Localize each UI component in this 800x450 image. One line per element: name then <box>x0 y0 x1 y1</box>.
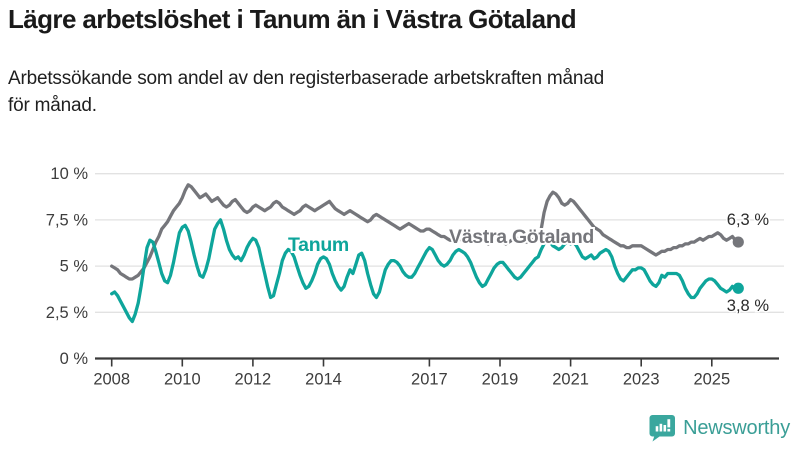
x-tick-label: 2021 <box>552 371 589 389</box>
subtitle-line-1: Arbetssökande som andel av den registerb… <box>8 68 605 89</box>
end-value-label: 6,3 % <box>727 211 770 229</box>
page-title: Lägre arbetslöshet i Tanum än i Västra G… <box>8 4 577 34</box>
series-line-vastra-gotaland <box>110 183 740 281</box>
subtitle-line-2: för månad. <box>8 94 97 116</box>
y-tick-label: 2,5 % <box>46 304 89 322</box>
series-label-vastra-gotaland: Västra Götaland <box>449 226 594 248</box>
series-label-tanum: Tanum <box>288 234 349 256</box>
x-tick-label: 2012 <box>235 371 272 389</box>
x-tick-label: 2017 <box>411 371 448 389</box>
x-tick-label: 2025 <box>693 371 730 389</box>
x-tick-label: 2008 <box>93 371 130 389</box>
newsworthy-logo-icon <box>649 415 676 442</box>
y-tick-label: 5 % <box>60 258 89 276</box>
newsworthy-logo-text: Newsworthy <box>683 416 790 439</box>
y-tick-label: 7,5 % <box>46 211 89 229</box>
end-value-label: 3,8 % <box>727 297 770 315</box>
x-tick-label: 2014 <box>305 371 342 389</box>
newsworthy-logo-link[interactable]: Newsworthy <box>649 413 790 443</box>
x-tick-label: 2010 <box>164 371 201 389</box>
series-line-tanum <box>110 218 740 324</box>
series-end-dot <box>732 236 744 248</box>
series-end-dot <box>732 282 744 294</box>
y-tick-label: 0 % <box>60 350 89 368</box>
y-tick-label: 10 % <box>50 165 88 183</box>
chart-subtitle: Arbetssökande som andel av den registerb… <box>8 66 792 120</box>
x-tick-label: 2023 <box>623 371 660 389</box>
x-tick-label: 2019 <box>482 371 519 389</box>
